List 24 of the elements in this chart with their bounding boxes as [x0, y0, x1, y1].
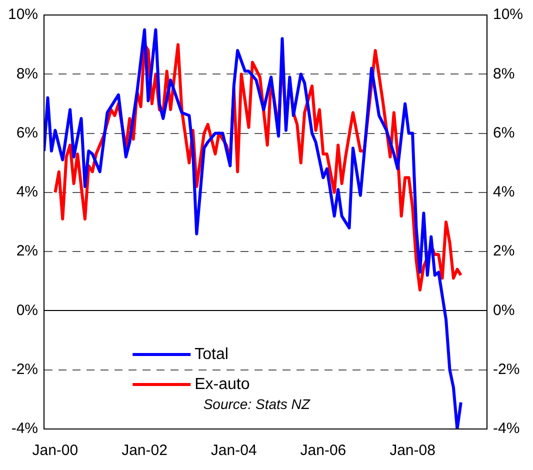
- x-tick-label: Jan-00: [32, 442, 78, 460]
- y-tick-label: -2%: [11, 361, 38, 378]
- y2-tick-label: 10%: [492, 6, 524, 24]
- y2-tick-label: -4%: [492, 420, 520, 438]
- y2-tick-label: 8%: [492, 65, 515, 82]
- x-tick-label: Jan-06: [300, 442, 346, 460]
- y-tick-label: 0%: [16, 302, 38, 319]
- y-tick-label: 6%: [16, 124, 38, 142]
- y-tick-label: 2%: [16, 242, 38, 260]
- y2-tick-label: 6%: [492, 124, 515, 142]
- y-tick-label: -4%: [11, 420, 38, 438]
- y2-tick-label: -2%: [492, 361, 520, 378]
- x-tick-label: Jan-02: [122, 442, 168, 460]
- y-tick-label: 10%: [8, 6, 38, 24]
- annotation: Source: Stats NZ: [203, 396, 310, 412]
- x-tick-label: Jan-08: [390, 442, 436, 460]
- y2-tick-label: 0%: [492, 302, 515, 319]
- y-tick-label: 8%: [16, 65, 38, 82]
- legend-label: Ex-auto: [194, 376, 250, 393]
- y2-tick-label: 2%: [492, 242, 515, 260]
- x-tick-label: Jan-04: [210, 442, 257, 460]
- legend-label: Total: [194, 346, 228, 363]
- y2-tick-label: 4%: [492, 184, 515, 201]
- y-tick-label: 4%: [16, 184, 38, 201]
